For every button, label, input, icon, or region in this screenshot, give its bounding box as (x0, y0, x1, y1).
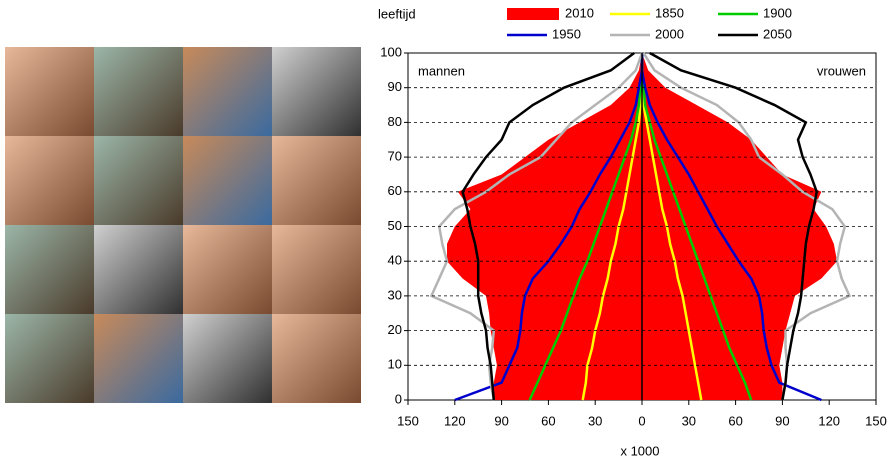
y-tick-label: 30 (388, 287, 402, 302)
x-tick-label: 150 (865, 413, 887, 428)
y-tick-label: 70 (388, 149, 402, 164)
x-tick-label: 120 (444, 413, 466, 428)
legend-label: 1900 (763, 5, 792, 20)
y-tick-label: 0 (395, 391, 402, 406)
x-tick-label: 0 (638, 413, 645, 428)
women-label: vrouwen (817, 63, 866, 78)
y-tick-label: 40 (388, 253, 402, 268)
y-tick-label: 90 (388, 79, 402, 94)
y-axis-label: leeftijd (378, 6, 416, 21)
y-tick-label: 20 (388, 322, 402, 337)
x-tick-label: 60 (728, 413, 742, 428)
x-tick-label: 120 (818, 413, 840, 428)
x-tick-label: 30 (588, 413, 602, 428)
y-tick-label: 50 (388, 218, 402, 233)
pyramid-line (642, 52, 852, 401)
x-tick-label: 90 (775, 413, 789, 428)
legend-label: 2010 (565, 5, 594, 20)
x-tick-label: 150 (397, 413, 419, 428)
pyramid-line (528, 53, 644, 401)
legend-label: 1850 (655, 5, 684, 20)
y-tick-label: 100 (380, 44, 402, 59)
y-tick-label: 60 (388, 183, 402, 198)
legend-label: 1950 (552, 26, 581, 41)
legend-label: 2050 (763, 26, 792, 41)
men-label: mannen (418, 63, 465, 78)
x-tick-label: 30 (682, 413, 696, 428)
pyramid-line (649, 51, 819, 401)
legend-swatch (507, 8, 559, 20)
x-tick-label: 90 (494, 413, 508, 428)
pyramid-area (447, 53, 642, 400)
y-tick-label: 10 (388, 357, 402, 372)
legend-label: 2000 (655, 26, 684, 41)
x-tick-label: 60 (541, 413, 555, 428)
x-axis-label: x 1000 (620, 443, 659, 458)
photo-collage (5, 47, 361, 403)
y-tick-label: 80 (388, 114, 402, 129)
